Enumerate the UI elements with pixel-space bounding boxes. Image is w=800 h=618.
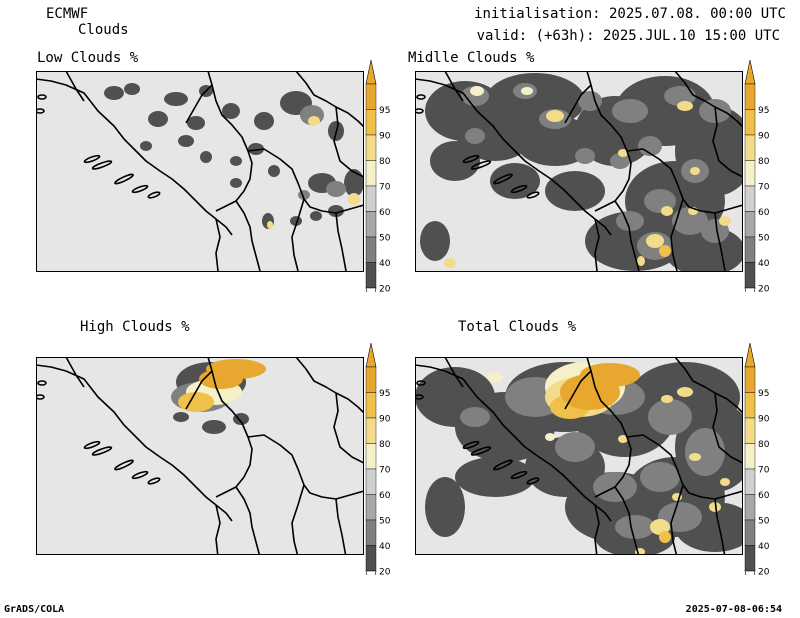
panel-title-total: Total Clouds % — [458, 319, 577, 335]
colorbar-label: 95 — [379, 389, 390, 399]
colorbar-label: 70 — [758, 466, 770, 476]
colorbar-label: 80 — [379, 157, 391, 167]
colorbar-label: 90 — [758, 132, 770, 142]
product-name: Clouds — [78, 22, 129, 38]
valid-time: valid: (+63h): 2025.JUL.10 15:00 UTC — [476, 28, 780, 44]
panel-title-high: High Clouds % — [80, 319, 190, 335]
colorbar-label: 40 — [379, 259, 391, 269]
initialisation-time: initialisation: 2025.07.08. 00:00 UTC — [474, 6, 786, 22]
colorbar-label: 95 — [379, 106, 390, 116]
colorbar-label: 90 — [379, 415, 391, 425]
map-low-clouds — [36, 71, 364, 272]
model-name: ECMWF — [46, 6, 89, 22]
colorbar-label: 80 — [758, 440, 770, 450]
colorbar-low: 95 90 80 70 60 50 40 20 — [365, 59, 391, 293]
panel-title-middle: Midlle Clouds % — [408, 50, 535, 66]
colorbar-middle: 95 90 80 70 60 50 40 20 — [744, 59, 770, 293]
colorbar-label: 20 — [379, 285, 391, 293]
colorbar-label: 40 — [379, 542, 391, 552]
panel-title-low: Low Clouds % — [37, 50, 139, 66]
map-middle-clouds — [415, 71, 743, 272]
colorbar-label: 20 — [379, 568, 391, 576]
footer-timestamp: 2025-07-08-06:54 — [685, 604, 782, 615]
colorbar-label: 70 — [379, 466, 391, 476]
colorbar-label: 60 — [379, 208, 391, 218]
colorbar-label: 60 — [379, 491, 391, 501]
colorbar-label: 90 — [758, 415, 770, 425]
colorbar-label: 80 — [758, 157, 770, 167]
colorbar-label: 70 — [758, 183, 770, 193]
colorbar-total: 95 90 80 70 60 50 40 20 — [744, 342, 770, 576]
colorbar-label: 60 — [758, 491, 770, 501]
colorbar-label: 50 — [379, 234, 391, 244]
footer-software: GrADS/COLA — [4, 604, 65, 615]
colorbar-label: 50 — [379, 517, 391, 527]
colorbar-label: 80 — [379, 440, 391, 450]
map-total-clouds — [415, 357, 743, 555]
colorbar-label: 40 — [758, 542, 770, 552]
colorbar-label: 20 — [758, 568, 770, 576]
colorbar-label: 40 — [758, 259, 770, 269]
colorbar-label: 50 — [758, 517, 770, 527]
colorbar-label: 50 — [758, 234, 770, 244]
colorbar-label: 70 — [379, 183, 391, 193]
colorbar-high: 95 90 80 70 60 50 40 20 — [365, 342, 391, 576]
colorbar-label: 95 — [758, 389, 769, 399]
colorbar-label: 90 — [379, 132, 391, 142]
colorbar-label: 60 — [758, 208, 770, 218]
colorbar-label: 95 — [758, 106, 769, 116]
map-high-clouds — [36, 357, 364, 555]
colorbar-label: 20 — [758, 285, 770, 293]
